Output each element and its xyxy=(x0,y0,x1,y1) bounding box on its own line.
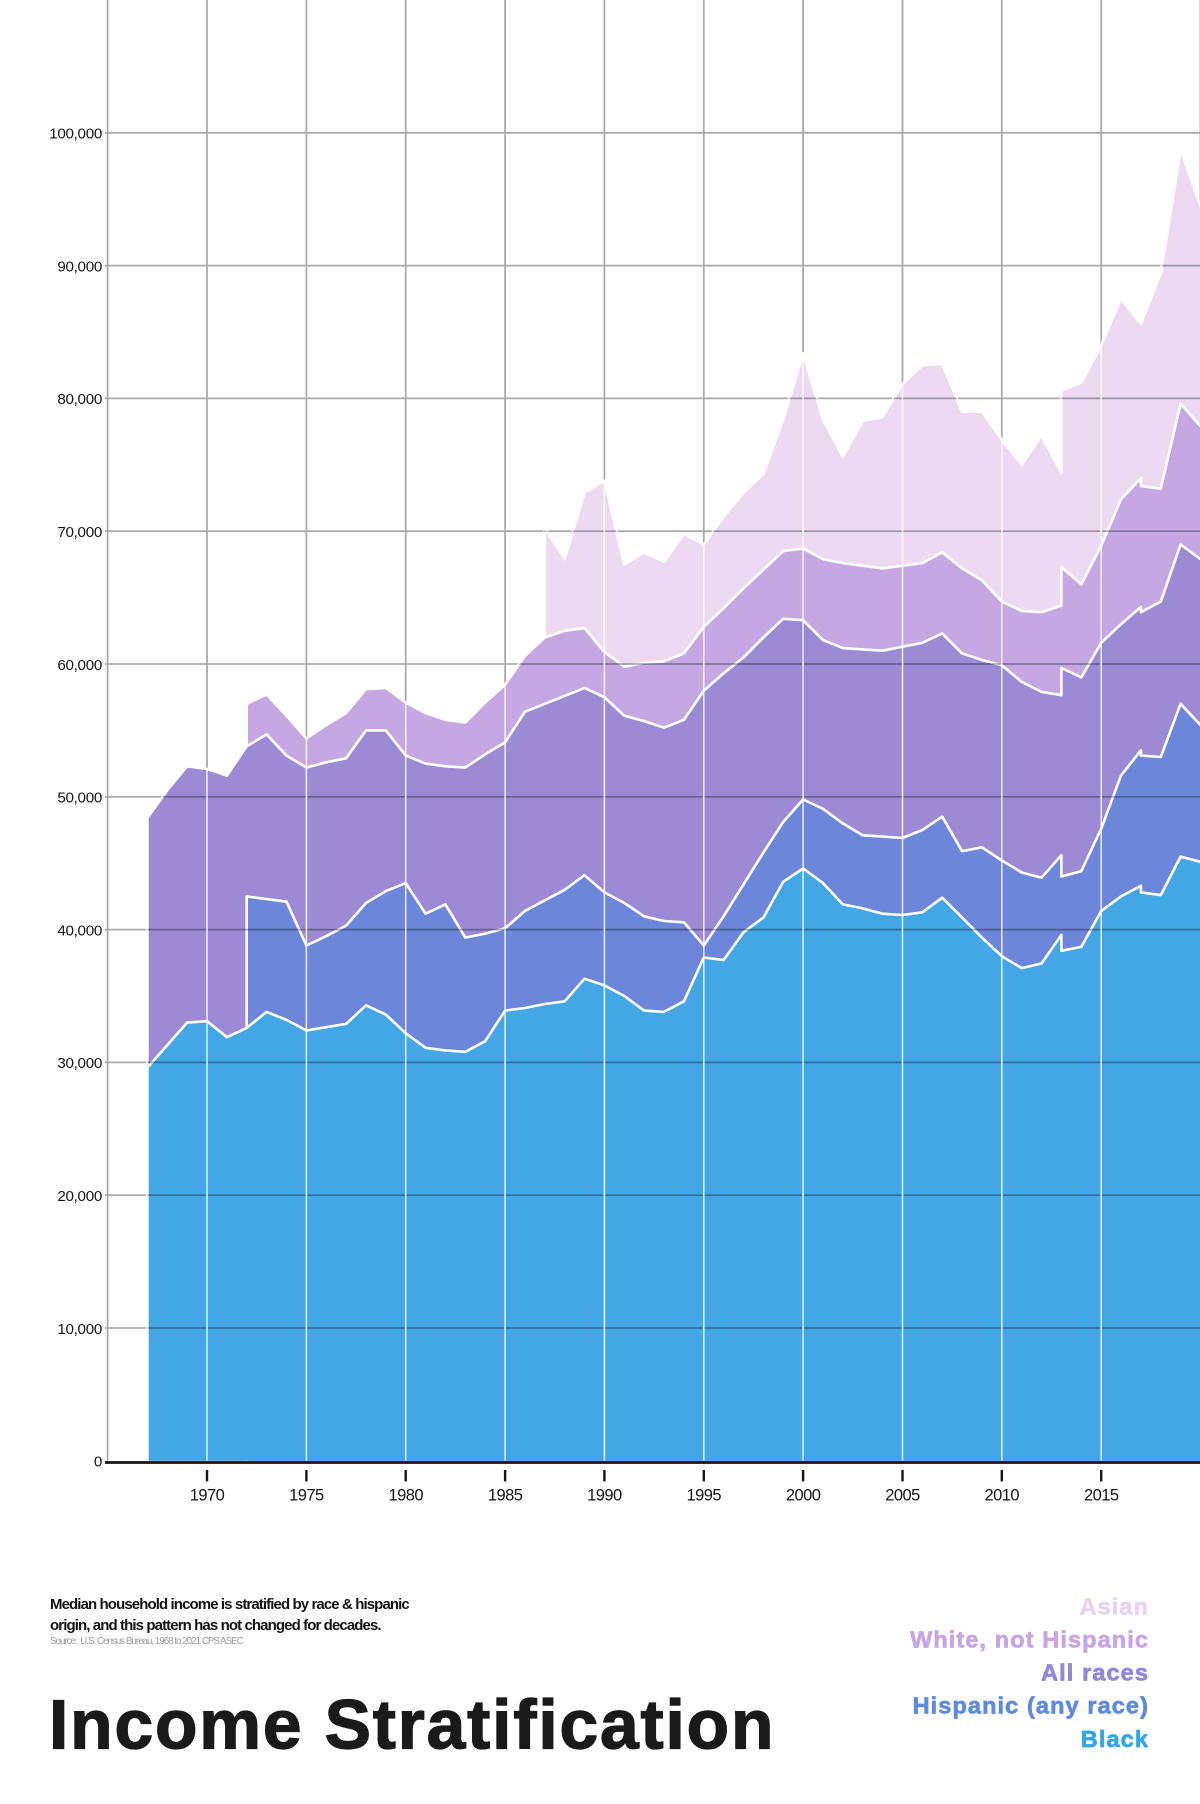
svg-text:Median household income is str: Median household income is stratified by… xyxy=(50,1596,409,1613)
svg-text:40,000: 40,000 xyxy=(57,922,102,939)
svg-text:30,000: 30,000 xyxy=(57,1055,102,1072)
svg-text:All races: All races xyxy=(1041,1660,1149,1686)
svg-text:origin, and this pattern has n: origin, and this pattern has not changed… xyxy=(50,1617,381,1634)
svg-text:Income Stratification: Income Stratification xyxy=(49,1685,775,1763)
svg-text:1970: 1970 xyxy=(190,1487,225,1505)
svg-text:0: 0 xyxy=(94,1454,102,1471)
svg-text:Hispanic (any race): Hispanic (any race) xyxy=(913,1693,1149,1719)
svg-text:1975: 1975 xyxy=(289,1487,324,1505)
svg-text:2005: 2005 xyxy=(885,1487,920,1505)
svg-text:50,000: 50,000 xyxy=(57,790,102,807)
svg-text:90,000: 90,000 xyxy=(57,258,102,275)
svg-text:Source: U.S. Census Bureau, 1: Source: U.S. Census Bureau, 1968 to 2021… xyxy=(50,1636,244,1647)
svg-text:2000: 2000 xyxy=(786,1487,821,1505)
svg-text:100,000: 100,000 xyxy=(49,126,102,143)
svg-text:2010: 2010 xyxy=(985,1487,1020,1505)
svg-text:20,000: 20,000 xyxy=(57,1188,102,1205)
svg-text:Black: Black xyxy=(1081,1726,1149,1752)
svg-text:80,000: 80,000 xyxy=(57,391,102,408)
svg-text:2015: 2015 xyxy=(1084,1487,1119,1505)
svg-text:60,000: 60,000 xyxy=(57,657,102,674)
svg-text:Asian: Asian xyxy=(1080,1594,1150,1620)
svg-text:10,000: 10,000 xyxy=(57,1321,102,1338)
svg-text:70,000: 70,000 xyxy=(57,524,102,541)
svg-text:1995: 1995 xyxy=(687,1487,722,1505)
svg-text:1985: 1985 xyxy=(488,1487,523,1505)
svg-text:1980: 1980 xyxy=(388,1487,423,1505)
svg-text:White, not Hispanic: White, not Hispanic xyxy=(910,1627,1149,1653)
svg-text:1990: 1990 xyxy=(587,1487,622,1505)
